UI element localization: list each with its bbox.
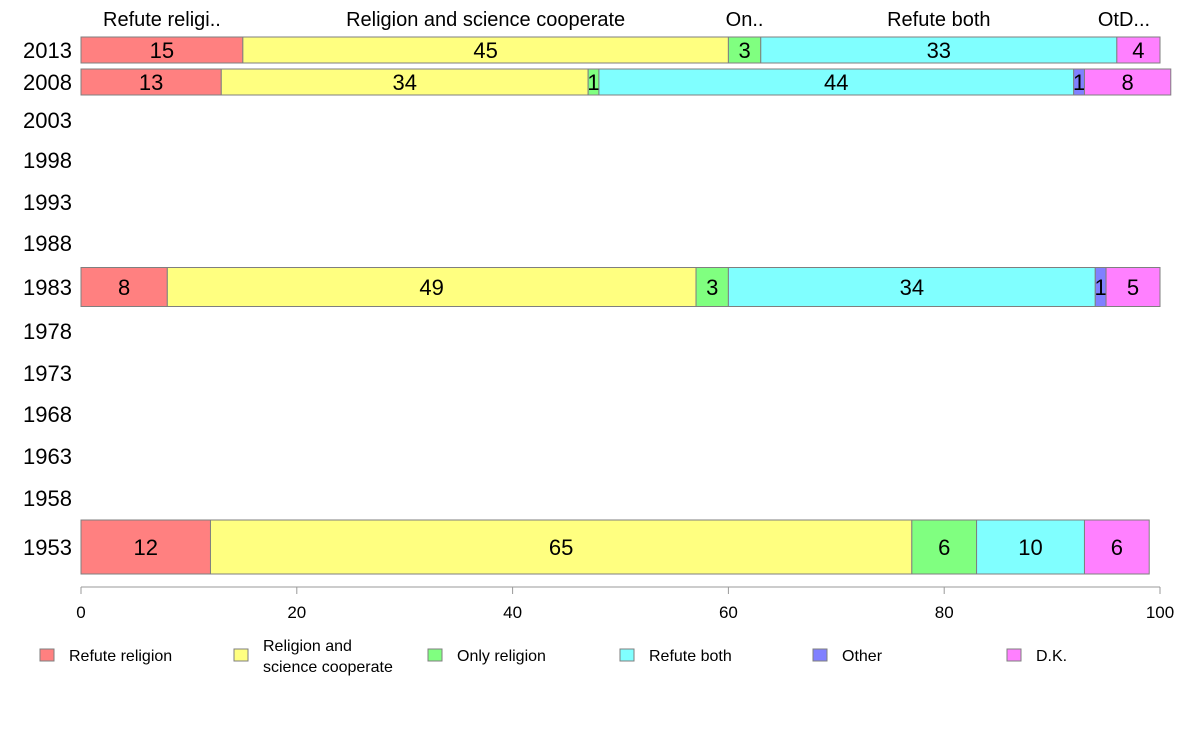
bar-segment-1953-1 (209, 519, 913, 575)
bar-segment-2013-0 (80, 36, 244, 64)
year-label-2003: 2003 (23, 108, 72, 133)
year-label-1968: 1968 (23, 402, 72, 427)
legend: Refute religion Religion and science coope… (39, 638, 1067, 676)
legend-swatch-2 (427, 648, 443, 662)
top-label-4: OtD... (1098, 9, 1150, 31)
year-label-1998: 1998 (23, 148, 72, 173)
year-label-1958: 1958 (23, 486, 72, 511)
data-label-2013-2: 3 (738, 38, 750, 63)
legend-label-0: Refute religion (69, 648, 172, 665)
bar-segment-1983-1 (166, 267, 697, 307)
data-label-2013-0: 15 (150, 38, 174, 63)
data-label-1953-1: 65 (549, 535, 573, 560)
bar-segment-2013-1 (242, 36, 729, 64)
year-label-1963: 1963 (23, 444, 72, 469)
data-label-2013-1: 45 (473, 38, 497, 63)
data-label-2013-3: 33 (927, 38, 951, 63)
bar-segment-2008-1 (220, 68, 589, 96)
data-label-2008-4: 1 (1073, 70, 1085, 95)
bar-segment-2013-2 (727, 36, 762, 64)
bar-row-1983: 8 49 3 34 1 5 (80, 267, 1161, 307)
data-label-2008-3: 44 (824, 70, 848, 95)
x-tick-label-0: 0 (76, 603, 85, 622)
year-axis-labels: 2013 2008 2003 1998 1993 1988 1983 1978 1973 1968… (23, 38, 72, 560)
legend-label-5: D.K. (1036, 648, 1067, 665)
data-label-2008-1: 34 (392, 70, 416, 95)
year-label-1978: 1978 (23, 319, 72, 344)
data-label-2008-2: 1 (587, 70, 599, 95)
bar-row-1953: 12 65 6 10 6 (80, 519, 1150, 575)
bar-segment-2008-5 (1083, 68, 1172, 96)
year-label-2013: 2013 (23, 38, 72, 63)
legend-swatch-5 (1006, 648, 1022, 662)
x-axis: 0 20 40 60 80 100 (76, 586, 1174, 622)
data-label-1953-3: 10 (1018, 535, 1042, 560)
legend-label-1: Religion and science cooperate (263, 638, 393, 676)
data-label-1983-3: 34 (900, 275, 924, 300)
legend-swatch-0 (39, 648, 55, 662)
year-label-1953: 1953 (23, 535, 72, 560)
year-label-2008: 2008 (23, 70, 72, 95)
data-label-2013-5: 4 (1132, 38, 1144, 63)
data-label-2008-5: 8 (1122, 70, 1134, 95)
bar-segment-1953-3 (976, 519, 1085, 575)
legend-swatch-3 (619, 648, 635, 662)
bar-segment-2013-5 (1116, 36, 1161, 64)
data-label-1983-2: 3 (706, 275, 718, 300)
bar-segment-1983-3 (727, 267, 1096, 307)
legend-label-3: Refute both (649, 648, 732, 665)
data-label-1953-5: 6 (1111, 535, 1123, 560)
top-label-1: Religion and science cooperate (346, 9, 625, 31)
bar-segment-1983-2 (695, 267, 729, 307)
data-label-1953-0: 12 (133, 535, 157, 560)
top-label-2: On.. (726, 9, 764, 31)
bar-segment-1953-5 (1083, 519, 1150, 575)
bars: 15 45 3 33 413 34 1 44 1 88 49 3 34 1 512 65 6 10 6 (80, 36, 1172, 575)
x-tick-label-40: 40 (503, 603, 522, 622)
legend-swatch-4 (812, 648, 828, 662)
top-label-0: Refute religi.. (103, 9, 221, 31)
bar-segment-2008-0 (80, 68, 222, 96)
legend-swatch-1 (233, 648, 249, 662)
legend-label-2: Only religion (457, 648, 546, 665)
data-label-1983-4: 1 (1095, 275, 1107, 300)
x-tick-label-20: 20 (287, 603, 306, 622)
year-label-1973: 1973 (23, 361, 72, 386)
bar-segment-1953-0 (80, 519, 211, 575)
bar-segment-2008-3 (598, 68, 1075, 96)
year-label-1988: 1988 (23, 231, 72, 256)
bar-row-2013: 15 45 3 33 4 (80, 36, 1161, 64)
data-label-1983-0: 8 (118, 275, 130, 300)
bar-segment-1953-2 (911, 519, 978, 575)
year-label-1993: 1993 (23, 190, 72, 215)
top-segment-labels: Refute religi.. Religion and science coop… (103, 9, 1150, 31)
data-label-1983-1: 49 (419, 275, 443, 300)
bar-row-2008: 13 34 1 44 1 8 (80, 68, 1172, 96)
data-label-1953-2: 6 (938, 535, 950, 560)
x-tick-label-100: 100 (1146, 603, 1174, 622)
year-label-1983: 1983 (23, 275, 72, 300)
data-label-1983-5: 5 (1127, 275, 1139, 300)
x-tick-label-60: 60 (719, 603, 738, 622)
legend-label-4: Other (842, 648, 883, 665)
bar-segment-1983-5 (1105, 267, 1161, 307)
top-label-3: Refute both (887, 9, 990, 31)
x-tick-label-80: 80 (935, 603, 954, 622)
data-label-2008-0: 13 (139, 70, 163, 95)
